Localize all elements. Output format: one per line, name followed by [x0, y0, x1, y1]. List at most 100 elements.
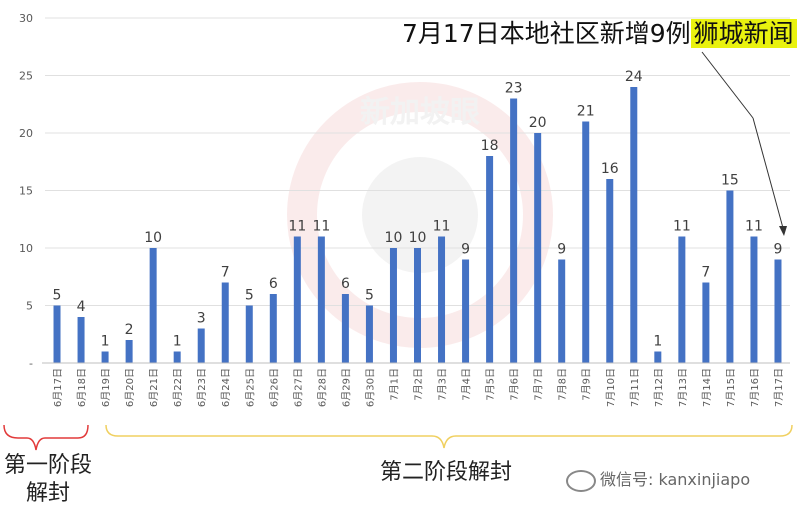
data-label: 11 [433, 219, 451, 235]
title-badge: 狮城新闻 [690, 19, 797, 48]
data-label: 20 [529, 115, 547, 131]
phase1-label: 第一阶段解封 [4, 453, 93, 506]
bar [389, 248, 397, 363]
data-label: 5 [365, 288, 374, 304]
y-tick-label: 10 [19, 242, 33, 255]
data-label: 9 [557, 242, 566, 258]
bar [702, 282, 710, 363]
data-label: 18 [481, 138, 499, 154]
bar [101, 351, 109, 363]
bar [245, 305, 253, 363]
bar [774, 259, 782, 363]
bars [53, 87, 782, 363]
arrow-head-icon [779, 226, 787, 236]
bar [125, 340, 133, 363]
data-label: 6 [341, 276, 350, 292]
x-tick-label: 6月17日 [52, 368, 64, 407]
annotation-arrow-2 [752, 117, 784, 229]
data-label: 5 [53, 288, 62, 304]
watermark-text: 新加坡眼 [360, 95, 480, 130]
data-label: 9 [774, 242, 783, 258]
bar [414, 248, 421, 363]
data-label: 5 [245, 288, 254, 304]
data-label: 11 [288, 219, 306, 235]
bar [534, 133, 542, 363]
data-label: 24 [625, 69, 643, 85]
data-label: 1 [101, 334, 110, 350]
data-label: 10 [409, 230, 427, 246]
x-tick-label: 6月30日 [364, 368, 376, 407]
bar [341, 294, 349, 363]
y-tick-label: - [29, 357, 33, 370]
data-label: 23 [505, 81, 523, 97]
x-tick-label: 6月24日 [220, 368, 232, 407]
x-tick-label: 7月14日 [701, 368, 713, 407]
x-tick-label: 7月7日 [533, 368, 545, 401]
y-tick-label: 5 [26, 300, 33, 313]
bar [558, 259, 566, 363]
title-main: 7月17日本地社区新增9例 [402, 19, 691, 48]
data-label: 6 [269, 276, 278, 292]
bar [630, 87, 638, 363]
bar [462, 259, 470, 363]
x-tick-label: 7月4日 [461, 368, 473, 401]
phase2-label: 第二阶段解封 [380, 460, 513, 485]
data-label: 4 [77, 299, 86, 315]
x-tick-label: 7月2日 [413, 368, 425, 401]
x-tick-label: 7月11日 [629, 368, 641, 407]
y-tick-label: 30 [19, 12, 33, 25]
data-label: 16 [601, 161, 619, 177]
data-label: 2 [125, 322, 134, 338]
x-tick-label: 7月1日 [388, 368, 400, 401]
phase2-bracket [105, 424, 793, 449]
bar [510, 98, 518, 363]
wechat-label: 微信号: kanxinjiapo [600, 470, 751, 489]
bar [365, 305, 373, 363]
bar [582, 121, 590, 363]
bar [221, 282, 229, 363]
chart-title: 7月17日本地社区新增9例 狮城新闻 [402, 14, 797, 50]
bar [269, 294, 277, 363]
x-tick-label: 6月22日 [172, 368, 184, 407]
x-tick-label: 7月17日 [773, 368, 785, 407]
bar [438, 236, 446, 363]
x-axis-ticks: 6月17日 6月18日 6月19日 6月20日 6月21日 6月22日 6月23日 6月24日… [52, 368, 785, 407]
data-label: 10 [385, 230, 403, 246]
x-tick-label: 6月27日 [292, 368, 304, 407]
x-tick-label: 7月9日 [581, 368, 593, 401]
data-label: 10 [144, 230, 162, 246]
bar [317, 236, 325, 363]
x-tick-label: 7月10日 [605, 368, 617, 407]
x-tick-label: 6月29日 [340, 368, 352, 407]
x-tick-label: 6月26日 [268, 368, 280, 407]
annotation-arrow [701, 51, 754, 119]
x-tick-label: 6月20日 [124, 368, 136, 407]
x-tick-label: 6月21日 [148, 368, 160, 407]
bar [750, 236, 758, 363]
data-label: 15 [721, 173, 739, 189]
data-label: 1 [653, 334, 662, 350]
y-tick-label: 15 [19, 185, 33, 198]
x-tick-label: 7月5日 [485, 368, 497, 401]
x-tick-label: 7月16日 [749, 368, 761, 407]
x-tick-label: 6月18日 [76, 368, 88, 407]
phase1-bracket [3, 424, 89, 451]
bar [77, 317, 85, 363]
bar [53, 305, 61, 363]
data-label: 1 [173, 334, 182, 350]
data-label: 9 [461, 242, 470, 258]
data-label: 21 [577, 104, 595, 120]
wechat-icon [566, 469, 596, 492]
wechat-watermark: 微信号: kanxinjiapo [566, 466, 750, 492]
bar [726, 190, 734, 363]
x-tick-label: 6月23日 [196, 368, 208, 407]
data-label: 7 [221, 265, 230, 281]
data-label: 7 [701, 265, 710, 281]
x-tick-label: 6月28日 [316, 368, 328, 407]
y-tick-label: 20 [19, 127, 33, 140]
x-tick-label: 7月13日 [677, 368, 689, 407]
x-tick-label: 7月8日 [557, 368, 569, 401]
x-tick-label: 7月15日 [725, 368, 737, 407]
